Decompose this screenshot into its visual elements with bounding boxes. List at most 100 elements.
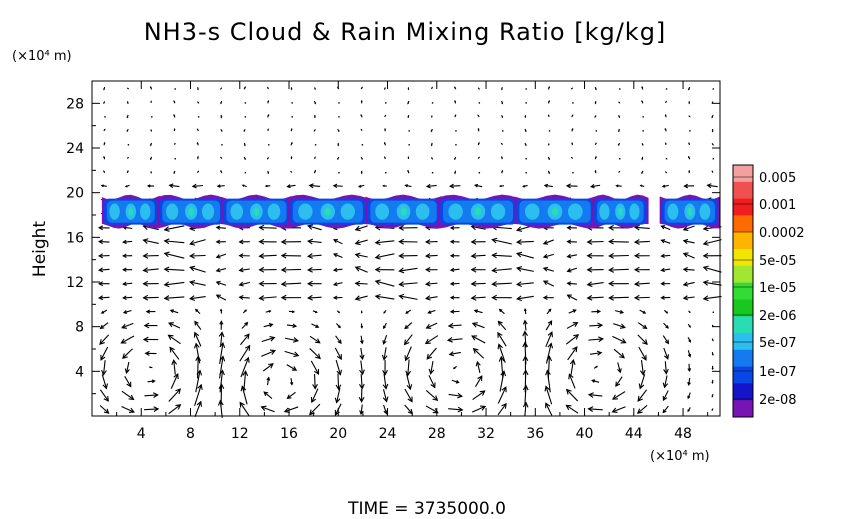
wind-arrow-head [591,379,596,383]
wind-arrow-head [641,354,647,361]
wind-arrow-head [454,114,457,117]
wind-dot [431,172,434,174]
wind-arrow-head [218,331,225,338]
wind-arrow-head [498,184,502,188]
wind-arrow [613,323,626,328]
wind-arrow-head [470,294,477,301]
wind-dot [455,144,457,146]
wind-dot [104,116,106,118]
wind-arrow [337,373,340,390]
wind-arrow [516,252,534,259]
wind-arrow-head [689,115,691,118]
wind-arrow [240,357,249,378]
wind-arrow [406,373,411,390]
wind-arrow-head [595,142,597,145]
wind-arrow-head [189,240,196,246]
wind-arrow-head [283,407,290,413]
wind-arrow [707,184,718,188]
wind-arrow [609,296,629,299]
wind-arrow-head [266,376,271,381]
wind-arrow [173,360,176,375]
wind-arrow-head [175,388,182,395]
cloud-blob [699,203,711,220]
wind-arrow [123,226,133,230]
wind-arrow [566,322,578,329]
wind-arrow-head [354,252,361,259]
wind-arrow-head [424,253,431,259]
wind-arrow-head [477,141,480,145]
wind-dot [525,88,527,90]
wind-arrow-head [163,238,170,245]
wind-arrow [661,254,671,257]
wind-arrow-head [220,88,222,90]
wind-arrow-head [522,384,529,391]
wind-arrow-head [315,353,321,360]
wind-arrow-head [572,346,578,353]
wind-arrow-head [335,384,342,391]
wind-arrow [192,184,204,187]
wind-arrow-head [307,224,314,230]
wind-arrow [547,356,550,379]
wind-arrow-head [545,369,551,376]
x-tick-label: 12 [231,426,249,442]
wind-arrow-head [497,343,503,350]
wind-arrow-head [384,156,386,159]
wind-arrow-head [548,158,550,161]
wind-arrow-head [446,336,453,343]
wind-arrow [543,267,554,272]
wind-arrow [614,310,624,314]
wind-arrow-head [354,280,361,287]
wind-dot [712,88,715,90]
cloud-blob [298,203,313,220]
wind-arrow-head [544,385,551,392]
y-axis-label: Height [30,221,50,278]
wind-arrow-head [497,320,503,326]
wind-arrow-head [448,351,455,357]
wind-arrow [219,332,223,347]
wind-arrow [168,334,181,345]
wind-arrow-head [620,338,627,344]
wind-arrow [661,225,671,231]
wind-arrow-head [163,295,170,301]
wind-arrow [426,184,437,188]
wind-arrow-head [267,99,270,103]
wind-arrow [164,252,185,259]
wind-arrow [124,375,132,387]
wind-arrow [286,364,297,371]
wind-arrow-head [197,170,200,173]
wind-arrow [664,361,667,374]
wind-arrow-head [358,184,362,188]
wind-dot [642,116,644,118]
wind-arrow-head [542,280,549,286]
cloud-blob [201,203,215,220]
wind-arrow [144,394,158,397]
wind-arrow-head [313,130,316,132]
wind-arrow [524,331,527,348]
wind-arrow-head [244,344,251,351]
wind-arrow-head [217,399,224,406]
wind-arrow-head [150,171,152,174]
wind-arrow-head [398,225,405,231]
wind-arrow [360,347,364,360]
wind-arrow [570,359,574,375]
wind-arrow-head [682,238,689,244]
wind-dot [525,158,527,160]
wind-arrow-head [191,183,197,189]
wind-arrow [308,240,322,244]
wind-arrow-head [572,309,577,313]
wind-arrow-head [280,239,287,245]
wind-arrow-head [310,397,317,404]
wind-arrow-head [383,409,388,415]
wind-arrow-head [359,383,365,390]
wind-arrow-head [383,311,386,314]
colorbar-label: 0.001 [759,198,796,213]
wind-arrow-head [374,254,381,260]
wind-arrow [588,408,603,411]
wind-arrow-head [334,397,341,404]
wind-arrow [471,335,486,344]
wind-arrow-head [307,280,313,287]
wind-arrow-head [407,396,413,403]
cloud-blob [340,203,356,220]
y-tick-label: 20 [66,186,84,202]
